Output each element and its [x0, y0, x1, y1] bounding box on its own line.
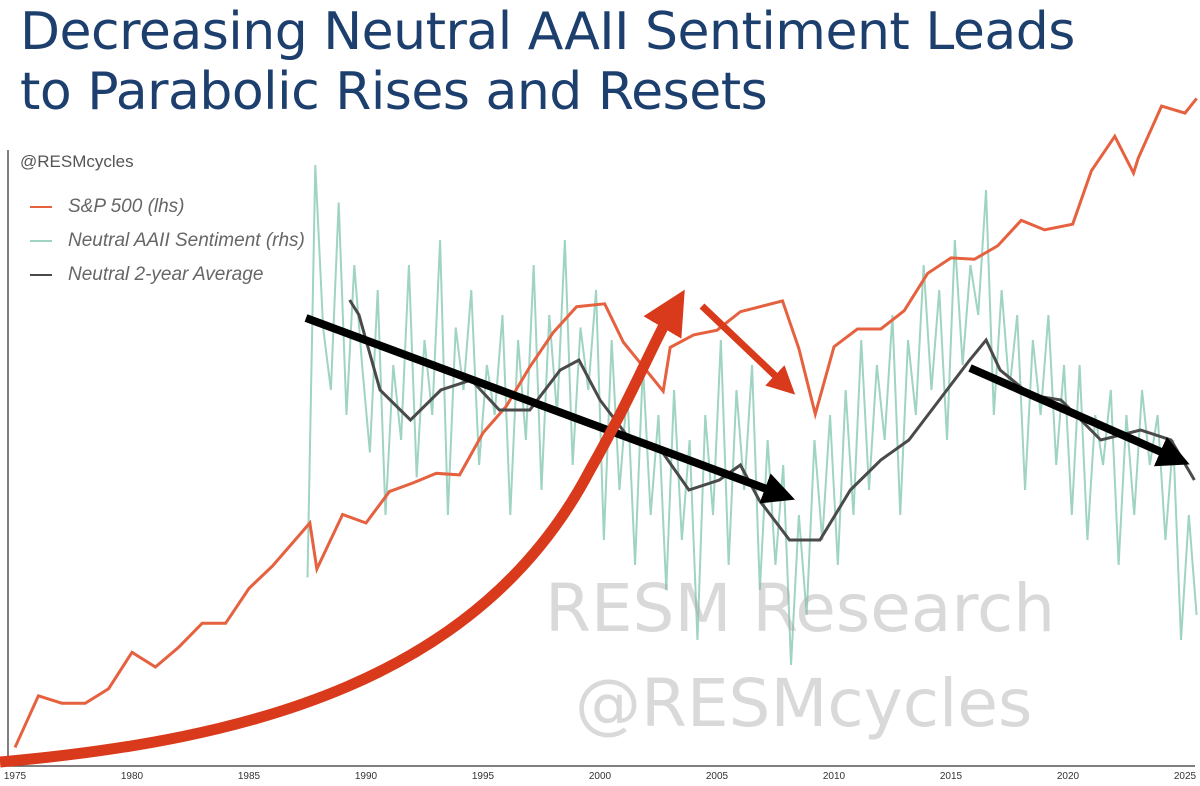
page-title: Decreasing Neutral AAII Sentiment Leads …: [20, 2, 1075, 122]
x-tick-label: 1990: [355, 771, 378, 782]
watermark-line-1: RESM Research: [545, 570, 1056, 647]
legend-item-avg: Neutral 2-year Average: [30, 258, 305, 292]
title-line-1: Decreasing Neutral AAII Sentiment Leads: [20, 2, 1075, 62]
x-axis-ticks: 1975 1980 1985 1990 1995 2000 2005 2010 2015 2020…: [4, 771, 1197, 782]
legend-swatch: [30, 240, 52, 242]
x-tick-label: 2025: [1174, 771, 1197, 782]
legend-item-sp500: S&P 500 (lhs): [30, 190, 305, 224]
x-tick-label: 1995: [472, 771, 495, 782]
sp500-series: [13, 97, 1198, 749]
legend-label: Neutral 2-year Average: [68, 264, 264, 285]
x-tick-label: 1985: [238, 771, 261, 782]
legend-swatch: [30, 274, 52, 276]
x-tick-label: 2020: [1057, 771, 1080, 782]
annotations: [0, 289, 1190, 768]
neutral-sentiment-line: [306, 164, 1198, 666]
legend-label: Neutral AAII Sentiment (rhs): [68, 230, 305, 251]
handle: @RESMcycles: [20, 152, 134, 171]
black-arrow-2: [968, 364, 1190, 467]
legend-swatch: [30, 206, 52, 208]
black-arrow-1: [304, 314, 795, 504]
legend-item-neutral: Neutral AAII Sentiment (rhs): [30, 224, 305, 258]
x-tick-label: 2005: [706, 771, 729, 782]
x-tick-label: 2000: [589, 771, 612, 782]
red-arrow-down: [699, 303, 796, 395]
legend-label: S&P 500 (lhs): [68, 196, 185, 217]
x-tick-label: 1975: [4, 771, 27, 782]
neutral-sentiment-series: [306, 164, 1198, 666]
legend: S&P 500 (lhs) Neutral AAII Sentiment (rh…: [30, 190, 305, 292]
x-tick-label: 2015: [940, 771, 963, 782]
x-tick-label: 1980: [121, 771, 144, 782]
title-line-2: to Parabolic Rises and Resets: [20, 62, 768, 122]
red-curved-arrow: [0, 289, 685, 768]
watermark-line-2: @RESMcycles: [575, 665, 1033, 742]
sp500-line: [13, 97, 1198, 749]
x-tick-label: 2010: [823, 771, 846, 782]
